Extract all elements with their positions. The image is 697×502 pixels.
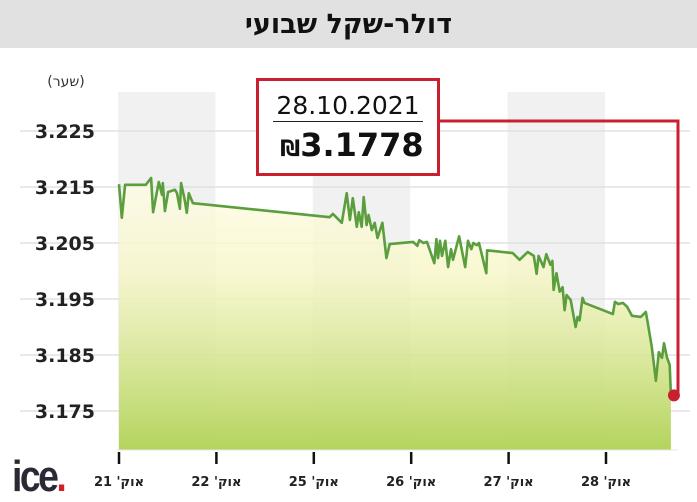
last-value-callout: 28.10.2021 ₪3.1778 <box>256 78 440 176</box>
last-point-marker <box>667 389 680 402</box>
y-tick-label: 3.225 <box>35 121 95 143</box>
chart-title: דולר-שקל שבועי <box>244 8 453 40</box>
callout-value: ₪3.1778 <box>259 126 437 164</box>
x-tick-label: אוק' 21 <box>94 475 144 490</box>
y-tick-label: 3.185 <box>35 345 95 367</box>
y-tick-label: 3.195 <box>35 289 95 311</box>
shekel-icon: ₪ <box>280 137 301 162</box>
y-tick-label: 3.205 <box>35 233 95 255</box>
area-fill <box>119 178 671 450</box>
x-tick-label: אוק' 25 <box>289 475 339 490</box>
x-tick-label: אוק' 26 <box>386 475 436 490</box>
callout-date: 28.10.2021 <box>273 91 423 122</box>
x-tick-label: אוק' 27 <box>484 475 534 490</box>
ice-logo: ice. <box>12 452 67 501</box>
callout-connector <box>437 119 680 396</box>
y-axis-label: (שער) <box>47 74 85 90</box>
x-tick-label: אוק' 28 <box>581 475 631 490</box>
y-tick-label: 3.175 <box>35 401 95 423</box>
x-tick-label: אוק' 22 <box>191 475 241 490</box>
title-bar: דולר-שקל שבועי <box>0 0 697 48</box>
series-line <box>117 176 673 396</box>
y-tick-label: 3.215 <box>35 177 95 199</box>
callout-value-number: 3.1778 <box>300 126 424 164</box>
